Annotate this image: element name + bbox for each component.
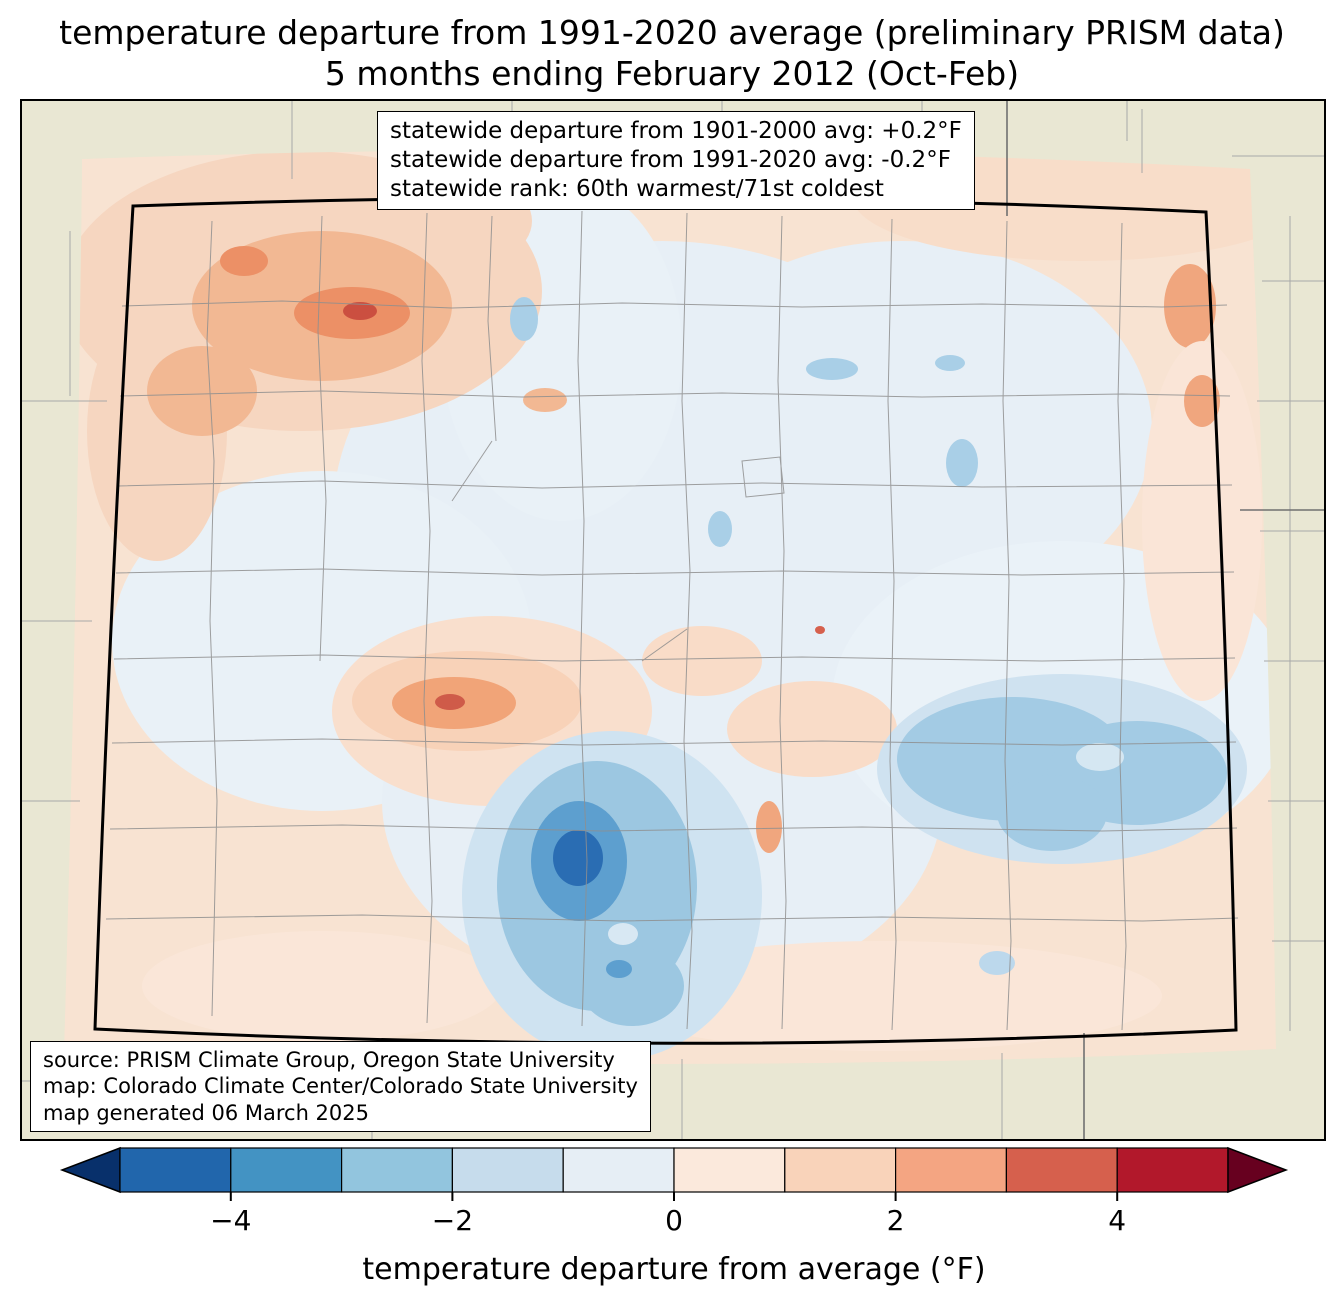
colorbar-segment [1005, 1147, 1118, 1193]
source-box: source: PRISM Climate Group, Oregon Stat… [30, 1041, 651, 1133]
colorbar: −4 −2 0 2 4 temperature departure from a… [59, 1146, 1289, 1287]
colorbar-segment [894, 1147, 1007, 1193]
generated-date-line: map generated 06 March 2025 [43, 1100, 370, 1125]
stats-line-1901-2000: statewide departure from 1901-2000 avg: … [390, 118, 962, 144]
map-credit-line: map: Colorado Climate Center/Colorado St… [43, 1074, 638, 1099]
colorbar-tick-label: −2 [432, 1204, 473, 1237]
colorbar-over-arrow [1227, 1146, 1289, 1194]
map-svg [22, 101, 1324, 1139]
figure-title: temperature departure from 1991-2020 ave… [0, 12, 1344, 95]
colorbar-tick-label: 2 [887, 1204, 905, 1237]
colorbar-segment [562, 1147, 675, 1193]
colorbar-under-arrow [59, 1146, 121, 1194]
colorbar-segment [119, 1147, 232, 1193]
colorbar-tick-label: −4 [210, 1204, 251, 1237]
colorbar-tick-label: 4 [1108, 1204, 1126, 1237]
colorbar-axis-label: temperature departure from average (°F) [362, 1252, 985, 1287]
stats-line-1991-2020: statewide departure from 1991-2020 avg: … [390, 146, 951, 173]
neighbor-state-lines [1006, 101, 1324, 1139]
stats-line-rank: statewide rank: 60th warmest/71st coldes… [390, 175, 884, 202]
temperature-field [62, 131, 1312, 1064]
colorbar-segment [673, 1147, 786, 1193]
figure-title-line1: temperature departure from 1991-2020 ave… [59, 13, 1285, 52]
source-line: source: PRISM Climate Group, Oregon Stat… [43, 1048, 615, 1072]
colorbar-segment [230, 1147, 343, 1193]
colorbar-segment [1116, 1147, 1229, 1193]
colorbar-segment [451, 1147, 564, 1193]
colorbar-ticks [229, 1192, 1119, 1201]
stats-box: statewide departure from 1901-2000 avg: … [377, 111, 975, 210]
county-lines [105, 210, 1239, 1031]
colorbar-segment [341, 1147, 454, 1193]
colorbar-segment [784, 1147, 897, 1193]
figure-title-line2: 5 months ending February 2012 (Oct-Feb) [324, 54, 1020, 94]
colorbar-tick-label: 0 [665, 1204, 683, 1237]
map-panel [20, 99, 1326, 1141]
colorbar-tick-labels: −4 −2 0 2 4 [210, 1204, 1126, 1237]
